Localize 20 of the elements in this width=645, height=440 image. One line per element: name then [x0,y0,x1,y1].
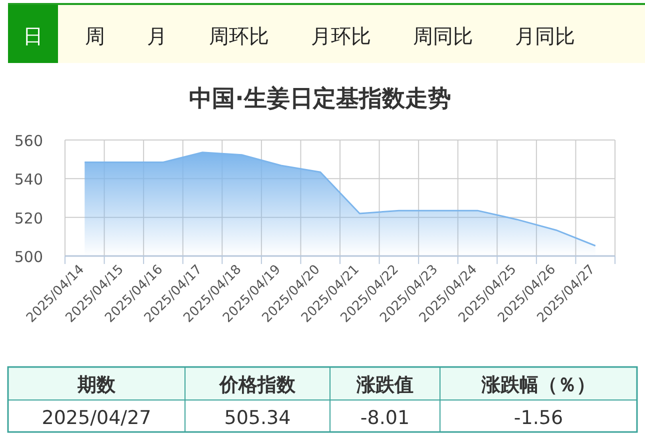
text: 2025/04/27 [42,407,152,429]
y-tick-label: 560 [14,132,43,150]
text: 价格指数 [218,374,296,396]
y-tick-label: 520 [14,209,43,228]
text: 周环比 [209,24,269,48]
chart-title: 中国·生姜日定基指数走势 [189,85,451,112]
text: 505.34 [224,407,291,429]
text: 月环比 [311,24,371,48]
text: 月同比 [515,24,575,48]
text: 日 [23,24,43,48]
text: 周 [85,24,105,48]
text: -1.56 [514,407,564,429]
text: -8.01 [360,407,410,429]
text: 涨跌值 [356,374,414,396]
y-tick-label: 500 [14,248,43,266]
y-tick-label: 540 [14,170,43,189]
text: 周同比 [413,24,473,48]
text: 涨跌幅（％） [480,374,596,396]
text: 期数 [76,374,116,396]
text: 月 [147,24,167,48]
